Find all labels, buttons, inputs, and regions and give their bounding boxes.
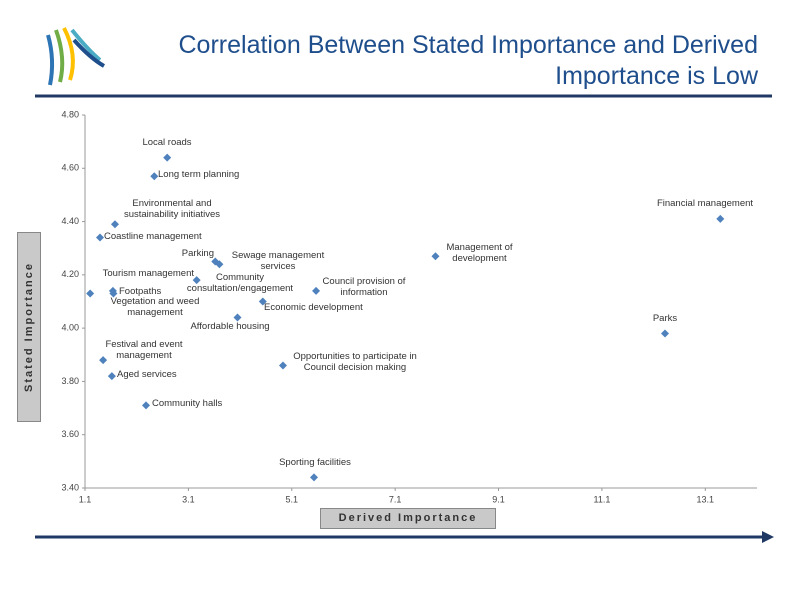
x-tick-label: 9.1 — [492, 494, 505, 504]
point-label: Aged services — [117, 369, 177, 380]
point — [99, 356, 108, 365]
point-label: Parks — [652, 313, 678, 324]
point — [660, 329, 669, 338]
point — [312, 286, 321, 295]
point — [150, 172, 159, 181]
point — [141, 401, 150, 410]
x-tick-label: 3.1 — [182, 494, 195, 504]
x-tick-label: 13.1 — [697, 494, 715, 504]
logo — [46, 27, 106, 86]
point-label: Financial management — [656, 198, 754, 209]
x-axis-title: Derived Importance — [320, 508, 496, 529]
slide-title: Correlation Between Stated Importance an… — [178, 31, 759, 90]
point — [109, 289, 118, 298]
point-label: Environmental and sustainability initiat… — [123, 198, 221, 220]
x-tick-label: 11.1 — [593, 494, 610, 504]
point — [309, 473, 318, 482]
point-label: Festival and event management — [105, 339, 183, 361]
point — [110, 220, 119, 229]
point-label: Economic development — [264, 302, 363, 313]
point — [278, 361, 287, 370]
point-label: Opportunities to participate in Council … — [293, 351, 417, 373]
y-tick-label: 4.60 — [61, 163, 79, 173]
point-label: Footpaths — [119, 286, 162, 297]
point — [431, 252, 440, 261]
point — [86, 289, 95, 298]
point-label: Long term planning — [158, 169, 240, 180]
point — [163, 153, 172, 162]
point-label: Affordable housing — [190, 321, 270, 332]
point — [716, 214, 725, 223]
x-tick-label: 5.1 — [286, 494, 299, 504]
point — [258, 297, 267, 306]
point — [107, 372, 116, 381]
point-label: Sewage management services — [231, 250, 325, 272]
point — [192, 276, 201, 285]
point-label: Sporting facilities — [279, 457, 351, 468]
point-label: Council provision of information — [322, 276, 406, 298]
y-tick-label: 3.60 — [61, 429, 79, 439]
point-label: Management of development — [446, 242, 513, 264]
y-tick-label: 4.80 — [61, 109, 79, 119]
y-tick-label: 4.00 — [61, 323, 79, 333]
point-label: Coastline management — [104, 231, 202, 242]
y-tick-label: 4.40 — [61, 216, 79, 226]
y-tick-label: 3.40 — [61, 482, 79, 492]
x-tick-label: 7.1 — [389, 494, 402, 504]
y-tick-label: 3.80 — [61, 376, 79, 386]
point — [95, 233, 104, 242]
y-tick-label: 4.20 — [61, 269, 79, 279]
x-tick-label: 1.1 — [79, 494, 92, 504]
point — [215, 260, 224, 269]
point-label: Community consultation/engagement — [186, 272, 294, 294]
y-axis-title: Stated Importance — [17, 232, 41, 422]
point-label: Community halls — [152, 398, 223, 409]
point — [233, 313, 242, 322]
point-label: Tourism management — [102, 268, 194, 279]
point-label: Local roads — [142, 137, 192, 148]
arrow-head — [762, 531, 774, 543]
point-label: Parking — [181, 248, 214, 259]
point-label: Vegetation and weed management — [110, 296, 200, 318]
